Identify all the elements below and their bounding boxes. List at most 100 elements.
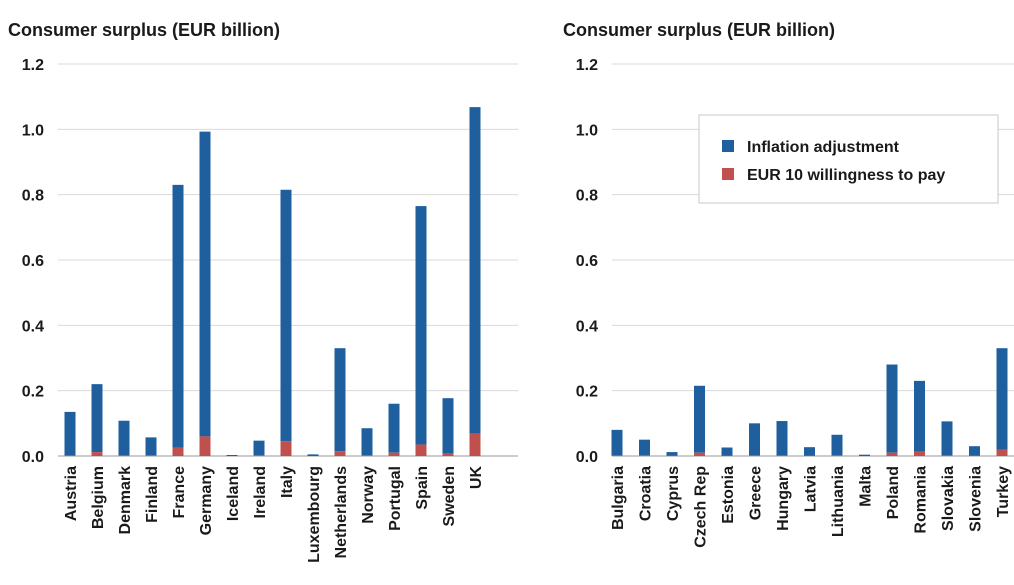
bar-eur10-wtp [64, 455, 76, 456]
bar-inflation-adjustment [307, 454, 319, 456]
bar-eur10-wtp [388, 452, 400, 456]
bar-inflation-adjustment [611, 429, 623, 456]
x-tick-label: Croatia [638, 466, 655, 521]
legend-swatch [722, 168, 734, 180]
x-tick-label: Malta [858, 466, 875, 507]
x-tick-label: Finland [144, 466, 161, 523]
bar-eur10-wtp [253, 455, 265, 456]
x-tick-label: Norway [360, 466, 377, 524]
bar-eur10-wtp [172, 447, 184, 456]
y-tick-label: 1.2 [22, 57, 44, 74]
bar-inflation-adjustment [469, 107, 481, 434]
x-tick-label: Ireland [252, 466, 269, 518]
x-tick-label: Latvia [803, 466, 820, 512]
x-tick-label: Hungary [775, 466, 792, 531]
bar-eur10-wtp [118, 455, 130, 456]
y-tick-label: 0.4 [576, 318, 598, 335]
left-chart-panel: Consumer surplus (EUR billion) 0.0 0.2 0.4 0… [8, 20, 518, 563]
bar-inflation-adjustment [749, 423, 760, 456]
x-tick-label: Italy [279, 466, 296, 498]
bar-inflation-adjustment [969, 446, 980, 456]
y-tick-label: 0.6 [22, 253, 44, 270]
x-tick-label: Belgium [90, 466, 107, 529]
bar-eur10-wtp [199, 436, 211, 456]
x-tick-label: Greece [748, 466, 765, 520]
x-tick-label: Bulgaria [610, 466, 627, 530]
bar-inflation-adjustment [388, 403, 400, 453]
bar-inflation-adjustment [941, 421, 953, 456]
bar-inflation-adjustment [253, 440, 265, 456]
x-tick-label: Romania [913, 466, 930, 534]
x-tick-label: Estonia [720, 466, 737, 524]
bar-inflation-adjustment [914, 380, 925, 452]
y-tick-label: 0.8 [576, 188, 598, 205]
x-tick-label: Slovakia [940, 466, 957, 531]
bar-inflation-adjustment [145, 437, 157, 456]
bar-eur10-wtp [776, 455, 788, 456]
chart-title: Consumer surplus (EUR billion) [8, 20, 280, 40]
bar-eur10-wtp [941, 455, 953, 456]
bar-inflation-adjustment [118, 420, 130, 456]
x-tick-label: Luxembourg [306, 466, 323, 563]
bar-inflation-adjustment [666, 452, 678, 456]
x-tick-label: Iceland [225, 466, 242, 521]
bar-eur10-wtp [280, 441, 292, 456]
bar-inflation-adjustment [334, 348, 346, 452]
y-tick-label: 0.2 [576, 384, 598, 401]
x-tick-label: Netherlands [333, 466, 350, 559]
x-tick-label: France [171, 466, 188, 519]
bar-eur10-wtp [415, 444, 427, 456]
bar-eur10-wtp [886, 452, 898, 456]
bar-inflation-adjustment [639, 439, 650, 456]
bar-inflation-adjustment [172, 184, 184, 448]
bar-inflation-adjustment [64, 411, 76, 456]
x-tick-label: Denmark [117, 466, 134, 535]
bar-inflation-adjustment [361, 428, 373, 456]
y-tick-label: 0.6 [576, 253, 598, 270]
legend-label: EUR 10 willingness to pay [747, 167, 945, 184]
x-tick-label: Cyprus [665, 466, 682, 521]
x-tick-label: Turkey [995, 466, 1012, 517]
bar-eur10-wtp [914, 451, 925, 456]
bar-inflation-adjustment [226, 455, 238, 456]
bar-eur10-wtp [469, 433, 481, 456]
bar-inflation-adjustment [280, 189, 292, 442]
bar-inflation-adjustment [859, 454, 870, 456]
y-tick-label: 1.0 [22, 122, 44, 139]
bar-eur10-wtp [334, 451, 346, 456]
y-tick-label: 0.0 [22, 449, 44, 466]
bar-eur10-wtp [145, 455, 157, 456]
bar-eur10-wtp [694, 452, 705, 456]
x-tick-label: Czech Rep [693, 466, 710, 548]
y-tick-label: 1.2 [576, 57, 598, 74]
legend-label: Inflation adjustment [747, 139, 900, 156]
y-tick-label: 0.8 [22, 188, 44, 205]
bar-eur10-wtp [91, 452, 103, 456]
bar-eur10-wtp [442, 453, 454, 456]
bar-inflation-adjustment [721, 447, 733, 456]
x-tick-label: Austria [63, 466, 80, 521]
x-tick-label: Lithuania [830, 466, 847, 537]
y-tick-label: 0.2 [22, 384, 44, 401]
chart-title: Consumer surplus (EUR billion) [563, 20, 835, 40]
x-tick-label: UK [468, 466, 485, 490]
x-tick-label: Portugal [387, 466, 404, 531]
bar-inflation-adjustment [91, 384, 103, 453]
x-tick-label: Poland [885, 466, 902, 519]
bar-inflation-adjustment [831, 434, 843, 456]
y-tick-label: 0.0 [576, 449, 598, 466]
x-tick-label: Spain [414, 466, 431, 510]
bar-inflation-adjustment [776, 421, 788, 456]
x-tick-label: Germany [198, 466, 215, 535]
bar-eur10-wtp [361, 455, 373, 456]
right-chart-panel: Consumer surplus (EUR billion) 0.0 0.2 0.4 0… [563, 20, 1014, 548]
bar-inflation-adjustment [996, 348, 1008, 450]
legend-swatch [722, 140, 734, 152]
legend-box [698, 114, 999, 204]
bar-inflation-adjustment [886, 364, 898, 453]
y-tick-label: 1.0 [576, 122, 598, 139]
bar-inflation-adjustment [415, 206, 427, 445]
bar-eur10-wtp [749, 455, 760, 456]
chart-legend: Inflation adjustment EUR 10 willingness t… [698, 114, 999, 204]
